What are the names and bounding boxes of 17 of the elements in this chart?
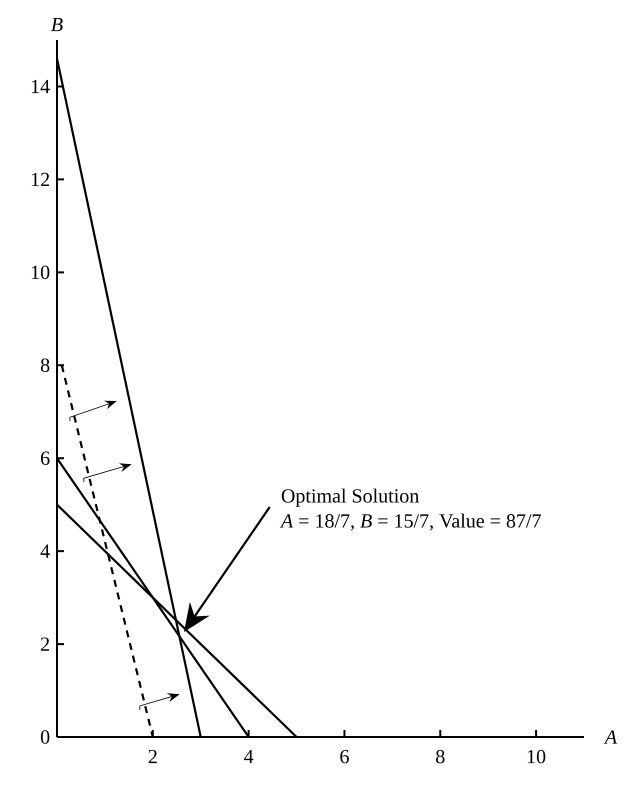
x-tick-label: 4 [244,750,254,764]
x-tick-label: 10 [528,750,546,764]
y-tick-label: 10 [32,266,50,280]
y-tick-label: 0 [40,730,50,744]
x-axis-title: A [604,730,618,744]
y-tick-label: 8 [40,358,50,372]
annotation: Optimal Solution [282,488,419,507]
x-tick-label: 2 [148,750,157,764]
y-tick-label: 14 [32,80,50,94]
x-tick-label: 8 [436,750,445,764]
y-tick-label: 2 [41,637,50,651]
annotation: A = 18/7, B = 15/7, Value = 87/7 [280,514,541,531]
y-axis-title: B [51,18,63,32]
y-tick-label: 6 [40,451,50,465]
y-tick-label: 12 [32,172,50,186]
x-tick-label: 6 [340,750,349,764]
y-tick-label: 4 [40,544,50,558]
